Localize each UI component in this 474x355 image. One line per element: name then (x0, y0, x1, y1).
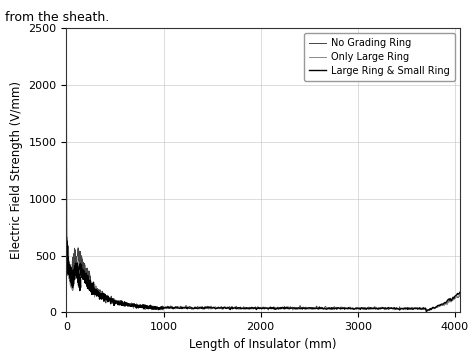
Text: from the sheath.: from the sheath. (5, 11, 109, 24)
No Grading Ring (64, 38, 69, 42)
Line: No Grading Ring: No Grading Ring (66, 40, 460, 311)
No Grading Ring (424, 308, 430, 313)
Large Ring & Small Ring (86, 280, 91, 285)
Only Large Ring (82, 278, 88, 282)
Large Ring & Small Ring (64, 250, 70, 254)
Large Ring & Small Ring (457, 290, 463, 295)
No Grading Ring (64, 232, 70, 236)
Large Ring & Small Ring (64, 235, 69, 239)
No Grading Ring (457, 293, 463, 297)
No Grading Ring (85, 272, 91, 276)
Only Large Ring (64, 256, 70, 260)
No Grading Ring (82, 269, 88, 273)
Large Ring & Small Ring (64, 258, 69, 262)
X-axis label: Length of Insulator (mm): Length of Insulator (mm) (189, 338, 337, 351)
Line: Large Ring & Small Ring: Large Ring & Small Ring (66, 237, 460, 311)
No Grading Ring (69, 275, 74, 280)
Only Large Ring (69, 280, 74, 285)
Large Ring & Small Ring (424, 309, 429, 313)
No Grading Ring (128, 302, 133, 306)
Large Ring & Small Ring (69, 279, 74, 284)
Legend: No Grading Ring, Only Large Ring, Large Ring & Small Ring: No Grading Ring, Only Large Ring, Large … (304, 33, 455, 81)
Only Large Ring (457, 293, 463, 297)
Only Large Ring (85, 278, 91, 283)
No Grading Ring (64, 72, 69, 76)
Line: Only Large Ring: Only Large Ring (66, 242, 460, 312)
Only Large Ring (128, 302, 133, 306)
Large Ring & Small Ring (82, 278, 88, 282)
Y-axis label: Electric Field Strength (V/mm): Electric Field Strength (V/mm) (10, 81, 23, 260)
No Grading Ring (86, 281, 91, 285)
Only Large Ring (64, 261, 69, 266)
Large Ring & Small Ring (128, 304, 133, 308)
Only Large Ring (64, 240, 69, 244)
Only Large Ring (86, 281, 91, 285)
Only Large Ring (424, 310, 429, 314)
Large Ring & Small Ring (85, 279, 91, 284)
